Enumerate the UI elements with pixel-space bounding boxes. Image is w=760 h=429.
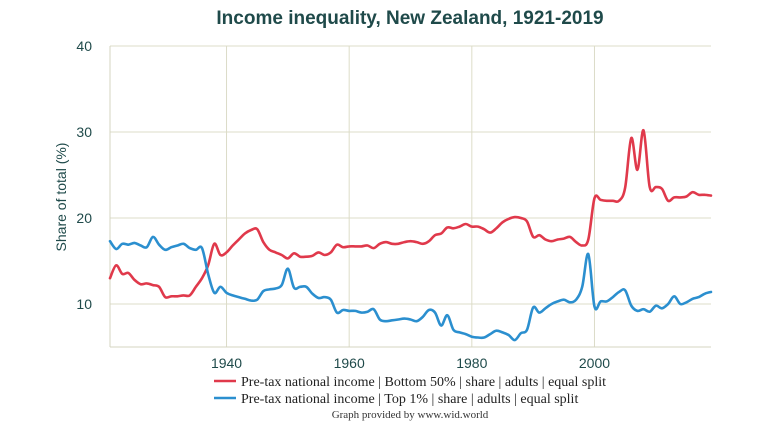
credit-text: Graph provided by www.wid.world <box>332 409 489 421</box>
legend-item-top-1: Pre-tax national income | Top 1% | share… <box>214 392 578 407</box>
series-lines <box>108 128 713 342</box>
axes: 10 20 30 40 1940 1960 1980 2000 <box>76 38 711 371</box>
y-tick-label: 20 <box>76 210 92 226</box>
grid <box>110 45 711 347</box>
y-tick-label: 30 <box>76 124 92 140</box>
x-tick-label: 1980 <box>456 355 487 371</box>
legend-item-bottom-50: Pre-tax national income | Bottom 50% | s… <box>214 375 606 390</box>
legend: Pre-tax national income | Bottom 50% | s… <box>214 375 606 407</box>
y-tick-label: 10 <box>76 296 92 312</box>
y-axis-label: Share of total (%) <box>53 143 69 252</box>
legend-label: Pre-tax national income | Bottom 50% | s… <box>241 375 606 390</box>
series-line-bottom-50 <box>108 128 713 299</box>
x-tick-label: 2000 <box>579 355 610 371</box>
x-tick-label: 1960 <box>334 355 365 371</box>
legend-label: Pre-tax national income | Top 1% | share… <box>241 392 578 407</box>
series-line-top-1 <box>108 235 713 342</box>
y-tick-label: 40 <box>76 38 92 54</box>
chart-title: Income inequality, New Zealand, 1921-201… <box>216 8 603 29</box>
x-tick-label: 1940 <box>211 355 242 371</box>
